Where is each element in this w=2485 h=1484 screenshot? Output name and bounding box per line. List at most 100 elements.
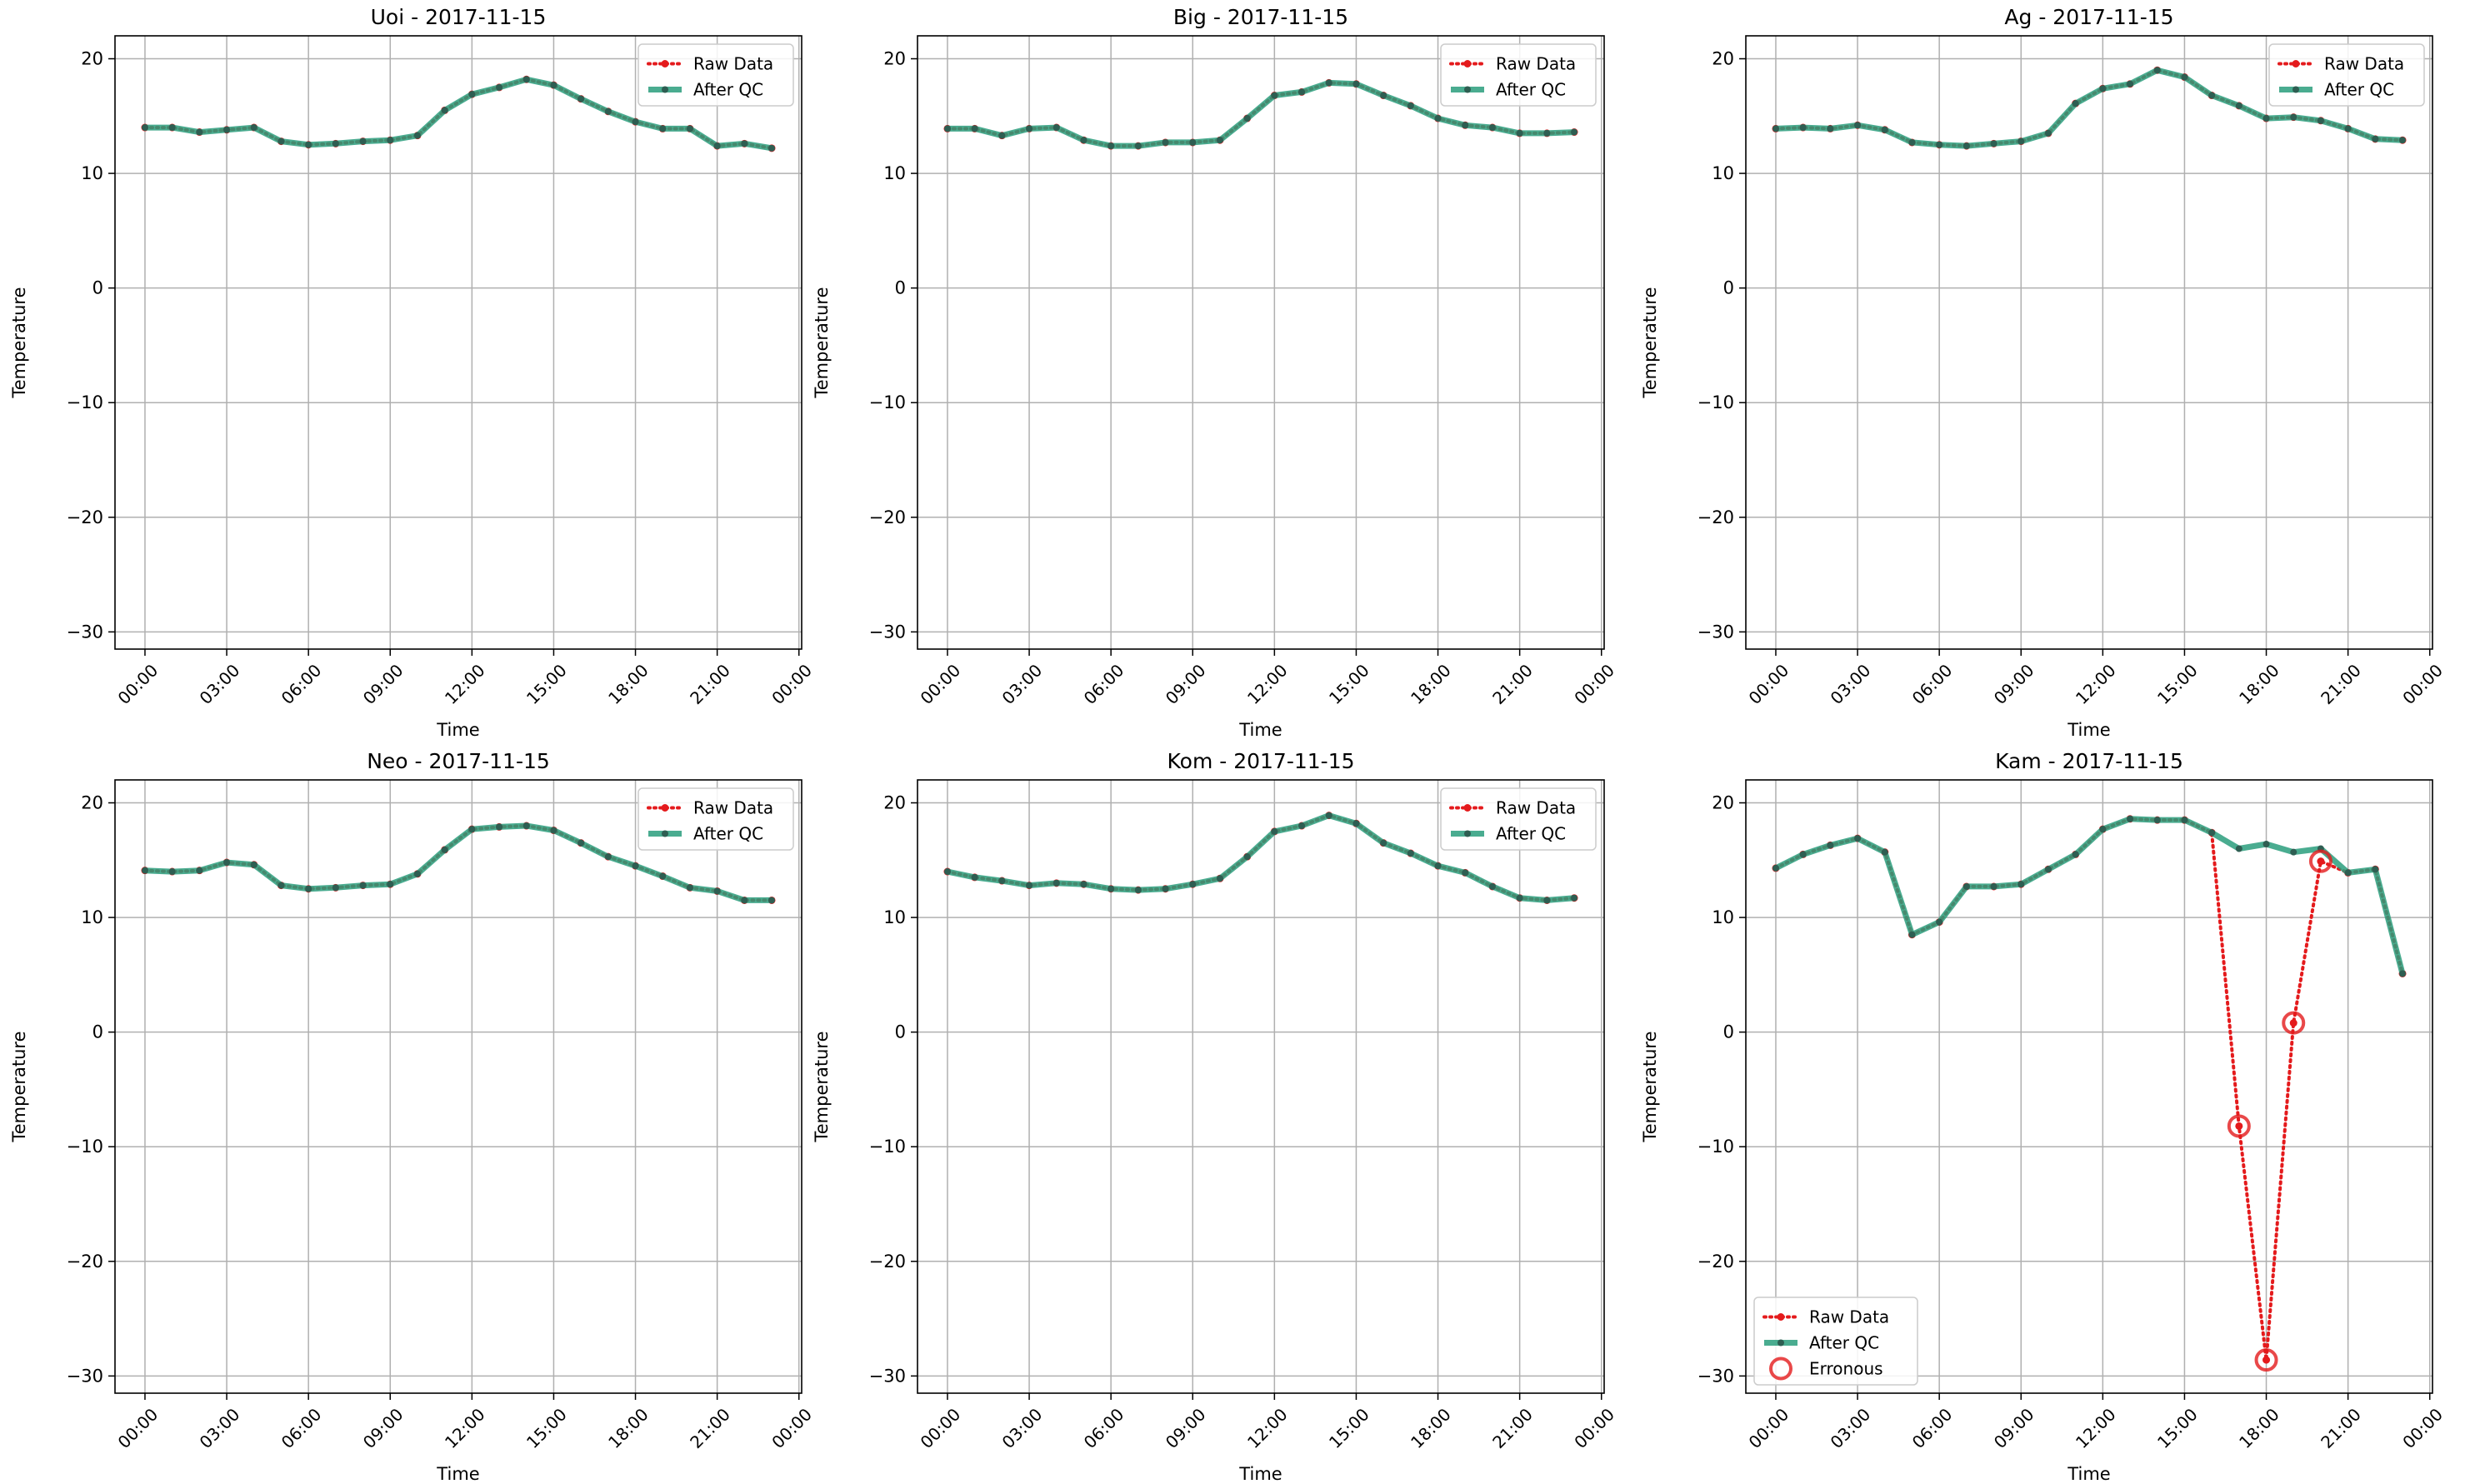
after-qc-point — [413, 870, 421, 877]
y-tick-label: −10 — [1698, 392, 1734, 412]
x-tick-label: 15:00 — [1325, 1404, 1373, 1452]
y-tick-label: 0 — [895, 1022, 906, 1042]
chart-title: Kom - 2017-11-15 — [1168, 749, 1355, 773]
x-tick-label: 03:00 — [1827, 1404, 1875, 1452]
x-tick-label: 06:00 — [1080, 1404, 1128, 1452]
after-qc-point — [1990, 140, 1998, 147]
x-tick-label: 00:00 — [2398, 1404, 2447, 1452]
after-qc-point — [1488, 882, 1496, 890]
legend-label: Raw Data — [693, 798, 773, 818]
legend-label: After QC — [693, 80, 763, 100]
after-qc-point — [2181, 73, 2188, 81]
legend-label: Raw Data — [1496, 798, 1576, 818]
chart-panel-1: 00:00 03:00 06:00 09:00 12:00 15:00 18:00 21:00… — [9, 5, 816, 740]
x-tick-label: 00:00 — [2398, 660, 2447, 708]
after-qc-point — [1854, 122, 1862, 129]
chart-panel-6: 00:00 03:00 06:00 09:00 12:00 15:00 18:00 21:00… — [1640, 749, 2447, 1484]
after-qc-point — [1052, 879, 1060, 887]
after-qc-point — [659, 872, 667, 880]
after-qc-point — [604, 853, 612, 861]
legend-raw-marker — [2292, 60, 2300, 67]
after-qc-point — [2072, 100, 2079, 107]
chart-panel-5: 00:00 03:00 06:00 09:00 12:00 15:00 18:00 21:00… — [812, 749, 1618, 1484]
after-qc-point — [1108, 142, 1115, 150]
x-tick-label: 09:00 — [1990, 660, 2038, 708]
after-qc-point — [1936, 141, 1943, 148]
y-tick-label: −20 — [67, 1252, 103, 1272]
x-tick-label: 21:00 — [1488, 1404, 1537, 1452]
x-tick-label: 09:00 — [1162, 660, 1210, 708]
legend-label: After QC — [1809, 1333, 1879, 1353]
x-tick-label: 00:00 — [114, 660, 162, 708]
after-qc-point — [713, 887, 721, 895]
after-qc-point — [1516, 894, 1523, 902]
legend-label: Raw Data — [2324, 54, 2404, 74]
axes-frame — [114, 35, 802, 650]
y-tick-label: −10 — [67, 1137, 103, 1157]
y-tick-label: −10 — [67, 392, 103, 412]
x-tick-label: 12:00 — [2072, 1404, 2120, 1452]
x-tick-label: 09:00 — [359, 660, 408, 708]
x-tick-label: 00:00 — [114, 1404, 162, 1452]
after-qc-point — [1352, 820, 1360, 827]
y-tick-label: 20 — [81, 793, 103, 813]
legend-raw-marker — [1463, 804, 1472, 812]
after-qc-point — [1352, 80, 1360, 87]
after-qc-point — [604, 107, 612, 115]
chart-panel-4: 00:00 03:00 06:00 09:00 12:00 15:00 18:00 21:00… — [9, 749, 816, 1484]
chart-panel-2: 00:00 03:00 06:00 09:00 12:00 15:00 18:00 21:00… — [812, 5, 1618, 740]
y-tick-label: 10 — [81, 163, 103, 183]
x-tick-label: 06:00 — [278, 660, 326, 708]
chart-title: Uoi - 2017-11-15 — [371, 5, 547, 29]
after-qc-point — [223, 126, 231, 133]
after-qc-point — [1134, 142, 1142, 150]
y-tick-label: 10 — [1712, 163, 1734, 183]
after-qc-point — [1407, 102, 1414, 109]
y-tick-label: −30 — [67, 622, 103, 642]
after-qc-point — [1908, 931, 1916, 938]
after-qc-point — [1827, 842, 1834, 849]
x-tick-label: 21:00 — [1488, 660, 1537, 708]
after-qc-point — [1325, 79, 1332, 87]
x-tick-label: 03:00 — [196, 660, 244, 708]
y-tick-label: 20 — [1712, 793, 1734, 813]
legend: Raw Data After QC — [1440, 787, 1597, 851]
after-qc-point — [578, 95, 585, 102]
x-tick-label: 21:00 — [686, 660, 734, 708]
legend-raw-marker — [661, 60, 669, 67]
after-qc-point — [1799, 124, 1807, 132]
after-qc-point — [2099, 85, 2107, 92]
after-qc-point — [1380, 92, 1388, 99]
after-qc-point — [1162, 138, 1169, 146]
after-qc-point — [250, 861, 258, 868]
after-qc-point — [1271, 827, 1278, 835]
after-qc-point — [1026, 882, 1033, 889]
after-qc-point — [2344, 869, 2352, 877]
legend: Raw Data After QC — [638, 787, 794, 851]
legend-label: After QC — [693, 824, 763, 844]
after-qc-point — [1990, 882, 1998, 890]
x-tick-label: 03:00 — [1827, 660, 1875, 708]
plot-area — [943, 78, 1578, 150]
erroneous-marker — [2308, 849, 2332, 873]
axes-frame — [114, 779, 802, 1394]
after-qc-point — [768, 897, 776, 904]
after-qc-point — [359, 882, 367, 889]
after-qc-point — [1434, 115, 1442, 122]
after-qc-point — [971, 873, 978, 881]
after-qc-point — [1772, 125, 1779, 132]
x-tick-label: 09:00 — [359, 1404, 408, 1452]
axes-frame — [1745, 35, 2433, 650]
legend-label: Raw Data — [693, 54, 773, 74]
legend: Raw Data After QC Erronous — [1753, 1297, 1918, 1386]
chart-title: Ag - 2017-11-15 — [2004, 5, 2173, 29]
x-tick-label: 06:00 — [1908, 660, 1957, 708]
x-tick-label: 18:00 — [1407, 1404, 1455, 1452]
after-qc-point — [578, 839, 585, 847]
after-qc-point — [1434, 862, 1442, 870]
x-tick-label: 09:00 — [1162, 1404, 1210, 1452]
after-qc-point — [1162, 885, 1169, 892]
after-qc-point — [768, 144, 776, 152]
after-qc-point — [1380, 839, 1388, 847]
after-qc-point — [413, 132, 421, 139]
